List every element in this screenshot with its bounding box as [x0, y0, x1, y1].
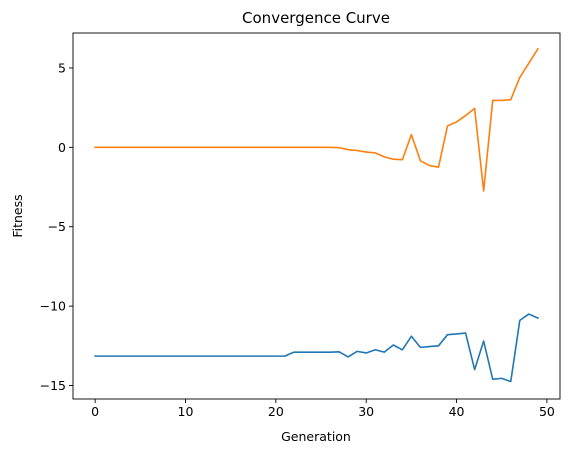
chart-title: Convergence Curve — [242, 9, 390, 27]
y-tick-label: 0 — [58, 140, 66, 155]
axes-layer: 0 10 20 30 40 50 −15 −10 −5 0 5 — [40, 32, 561, 419]
y-tick-label: −15 — [40, 378, 66, 393]
x-tick-label: 0 — [91, 404, 99, 419]
x-axis-label: Generation — [281, 429, 351, 444]
axes-frame — [72, 32, 561, 400]
series-line-1 — [94, 313, 539, 383]
series-layer — [94, 47, 539, 383]
y-tick-label: −5 — [48, 219, 66, 234]
y-axis-label: Fitness — [10, 194, 25, 237]
x-tick-label: 30 — [358, 404, 374, 419]
x-tick-label: 40 — [449, 404, 465, 419]
x-tick-label: 20 — [268, 404, 284, 419]
x-tick-label: 50 — [539, 404, 555, 419]
series-line-2 — [94, 47, 539, 192]
y-tick-label: −10 — [40, 299, 66, 314]
x-tick-label: 10 — [178, 404, 194, 419]
y-tick-label: 5 — [58, 60, 66, 75]
